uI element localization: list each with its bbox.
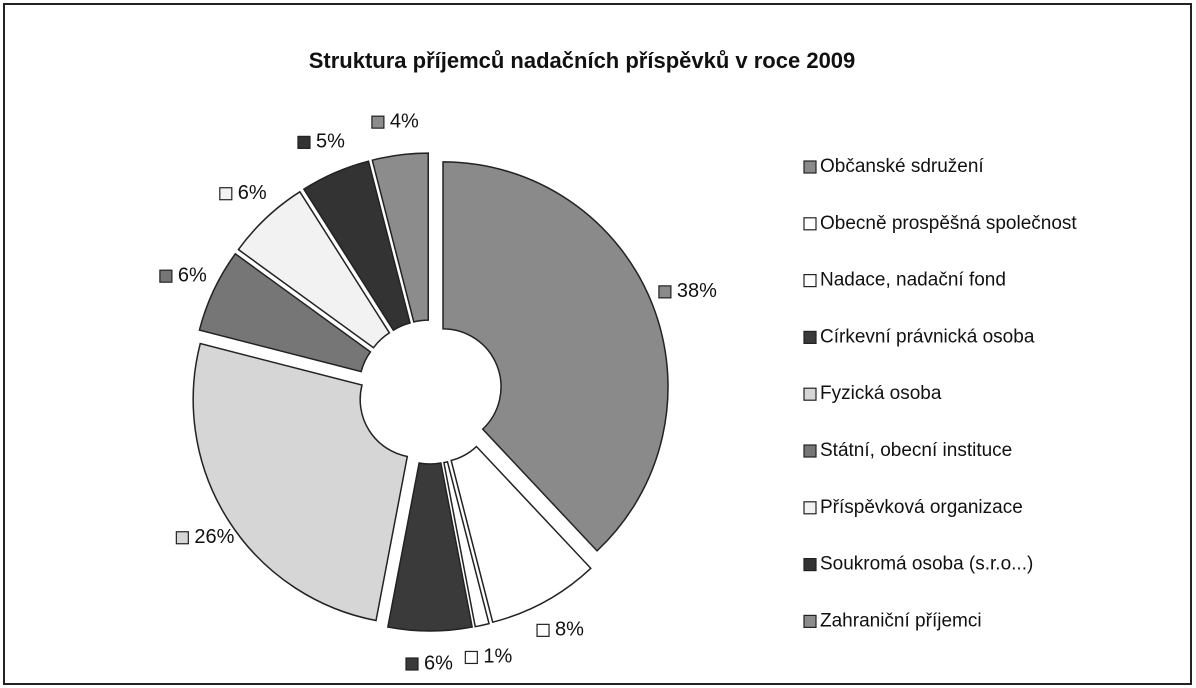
data-label: 26% xyxy=(194,526,234,548)
slice xyxy=(237,190,391,349)
data-label: 5% xyxy=(316,131,345,153)
legend-label: Příspěvková organizace xyxy=(820,497,1023,518)
label-swatch xyxy=(159,269,173,283)
legend-label: Nadace, nadační fond xyxy=(820,270,1006,291)
legend-label: Soukromá osoba (s.r.o...) xyxy=(820,554,1033,575)
data-label: 8% xyxy=(555,619,584,641)
legend-swatch xyxy=(803,330,817,344)
slice xyxy=(198,252,372,373)
data-label: 1% xyxy=(483,646,512,668)
slice xyxy=(302,160,411,332)
slice xyxy=(443,460,490,628)
legend-swatch xyxy=(803,501,817,515)
legend-label: Občanské sdružení xyxy=(820,156,984,177)
label-swatch xyxy=(464,650,478,665)
data-label: 6% xyxy=(178,264,207,286)
label-swatch xyxy=(297,135,311,149)
slice xyxy=(450,445,592,624)
slice xyxy=(442,161,669,552)
chart-title: Struktura příjemců nadačních příspěvků v… xyxy=(309,48,856,73)
legend-swatch xyxy=(803,557,817,572)
legend-swatch xyxy=(803,614,817,629)
legend-label: Fyzická osoba xyxy=(820,383,942,404)
legend-swatch xyxy=(803,160,817,174)
data-label: 4% xyxy=(390,110,419,132)
label-swatch xyxy=(405,657,419,671)
label-swatch xyxy=(658,285,672,299)
legend-label: Církevní právnická osoba xyxy=(820,326,1035,347)
slice xyxy=(192,342,409,622)
legend-swatch xyxy=(803,217,817,231)
slice xyxy=(386,462,474,632)
legend-label: Obecně prospěšná společnost xyxy=(820,213,1077,234)
data-label: 38% xyxy=(677,280,717,302)
data-label: 6% xyxy=(238,182,267,204)
slice xyxy=(371,152,429,323)
label-swatch xyxy=(371,115,385,129)
legend-swatch xyxy=(803,387,817,401)
label-swatch xyxy=(536,623,550,637)
legend-swatch xyxy=(803,444,817,458)
label-swatch xyxy=(175,531,189,545)
label-swatch xyxy=(219,187,233,201)
legend-label: Zahraniční příjemci xyxy=(820,610,982,631)
legend-label: Státní, obecní instituce xyxy=(820,440,1012,461)
data-label: 6% xyxy=(424,652,453,674)
legend-swatch xyxy=(803,274,817,288)
